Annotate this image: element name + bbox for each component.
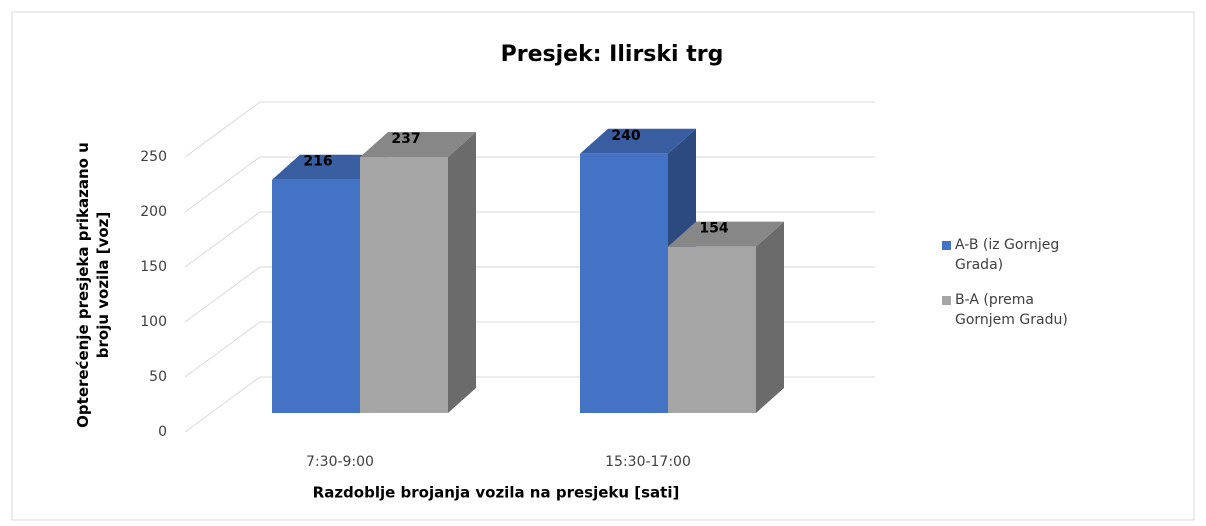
y-tick-label: 50 — [149, 369, 167, 385]
grid-line — [184, 101, 261, 158]
grid-line — [184, 321, 261, 378]
x-axis-title: Razdoblje brojanja vozila na presjeku [s… — [313, 484, 680, 502]
y-tick-label: 100 — [140, 314, 167, 330]
legend-swatch — [942, 241, 951, 250]
y-tick-label: 150 — [140, 259, 167, 275]
grid-line — [184, 211, 261, 268]
y-tick-label: 250 — [140, 149, 167, 165]
bar-top — [580, 128, 696, 154]
bar — [580, 153, 668, 414]
legend-label: B-A (prema Gornjem Gradu) — [955, 292, 1068, 328]
bar-side — [448, 132, 476, 414]
grid-line — [184, 376, 261, 433]
y-tick-label: 200 — [140, 204, 167, 220]
bar — [272, 179, 360, 413]
bar-side — [756, 221, 784, 413]
grid-line — [184, 266, 261, 323]
bar — [360, 157, 448, 413]
x-tick-label: 15:30-17:00 — [605, 454, 691, 470]
data-label: 240 — [611, 128, 640, 144]
grid-line — [184, 156, 261, 213]
data-label: 154 — [699, 221, 728, 237]
bar-top — [360, 132, 476, 158]
bar — [668, 246, 756, 413]
data-label: 237 — [391, 131, 420, 147]
data-label: 216 — [303, 154, 332, 170]
legend-swatch — [942, 296, 951, 305]
bar-top — [668, 221, 784, 247]
y-tick-label: 0 — [158, 424, 167, 440]
y-axis-title: Opterećenje presjeka prikazano u broju v… — [74, 142, 112, 428]
x-tick-label: 7:30-9:00 — [306, 454, 374, 470]
chart-title: Presjek: Ilirski trg — [501, 42, 724, 67]
bar-top — [272, 154, 388, 180]
legend-label: A-B (iz Gornjeg Grada) — [955, 237, 1060, 273]
